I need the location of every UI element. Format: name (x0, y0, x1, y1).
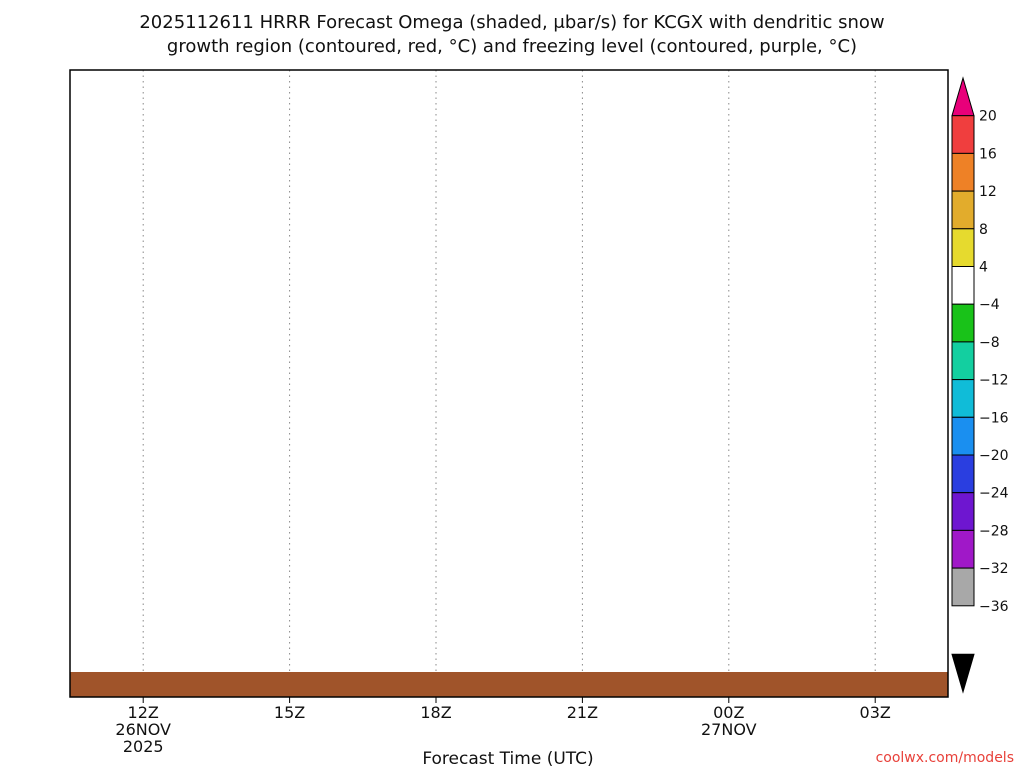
chart-title-line-1: 2025112611 HRRR Forecast Omega (shaded, … (139, 12, 884, 33)
colorbar-swatch-7 (951, 341, 975, 381)
colorbar-swatch-4 (951, 228, 975, 268)
colorbar-label-11: −28 (979, 523, 1009, 539)
x-axis-label: Forecast Time (UTC) (422, 749, 593, 768)
chart-title-line-2: growth region (contoured, red, °C) and f… (167, 36, 857, 57)
colorbar-swatch-11 (951, 492, 975, 531)
xtick-label-15-0: 15Z (274, 703, 305, 722)
colorbar-label-9: −20 (979, 448, 1009, 464)
colorbar-top-arrow (951, 76, 975, 117)
xtick-label-18-0: 18Z (420, 703, 451, 722)
colorbar-label-7: −12 (979, 373, 1009, 389)
colorbar-swatch-10 (951, 454, 975, 494)
colorbar-label-10: −24 (979, 486, 1009, 502)
colorbar-swatch-6 (951, 303, 975, 343)
colorbar-label-6: −8 (979, 335, 1000, 351)
colorbar-label-13: −36 (979, 599, 1009, 615)
colorbar-swatch-9 (951, 416, 975, 456)
plot-frame (69, 69, 949, 698)
xtick-label-21-0: 21Z (567, 703, 598, 722)
colorbar-label-12: −32 (979, 561, 1009, 577)
colorbar-swatch-5 (951, 266, 975, 305)
xtick-label-12-2: 2025 (123, 737, 164, 756)
colorbar-label-1: 16 (979, 146, 997, 162)
colorbar-swatch-2 (951, 152, 975, 192)
colorbar-swatch-8 (951, 379, 975, 418)
xtick-label-27-0: 03Z (860, 703, 891, 722)
ground-band (70, 672, 948, 697)
credit-text: coolwx.com/models (876, 750, 1014, 766)
xtick-label-12-0: 12Z (128, 703, 159, 722)
colorbar-label-8: −16 (979, 410, 1009, 426)
colorbar-swatch-12 (951, 529, 975, 569)
plot-grid (142, 70, 876, 697)
xtick-label-24-0: 00Z (713, 703, 744, 722)
xtick-label-12-1: 26NOV (115, 720, 171, 739)
colorbar-bottom-arrow (951, 653, 975, 694)
colorbar-label-4: 4 (979, 260, 988, 276)
colorbar-swatch-1 (951, 115, 975, 154)
colorbar-label-0: 20 (979, 109, 997, 125)
colorbar-label-5: −4 (979, 297, 1000, 313)
colorbar-swatch-13 (951, 567, 975, 607)
colorbar-label-3: 8 (979, 222, 988, 238)
colorbar: 20 16 12 8 4 −4 −8 −12 −16 −20 −24 −28 −32 −36 (951, 76, 1009, 694)
xtick-label-24-1: 27NOV (701, 720, 757, 739)
colorbar-label-2: 12 (979, 184, 997, 200)
colorbar-swatch-3 (951, 190, 975, 230)
